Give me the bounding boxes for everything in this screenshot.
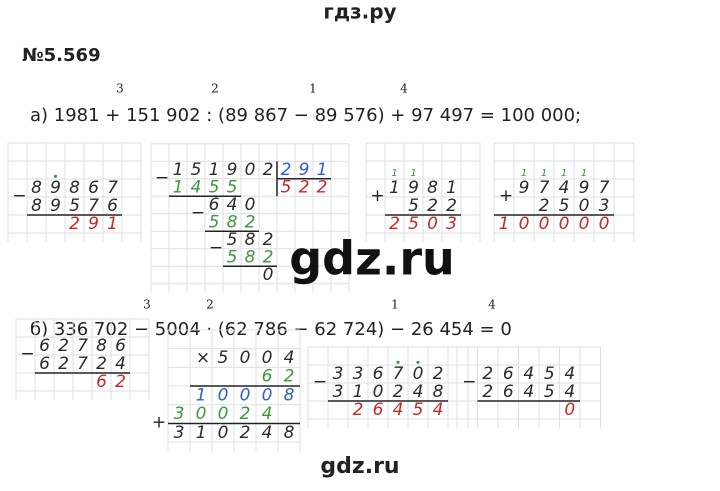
operation-sign: − bbox=[20, 344, 34, 364]
row-digits: 0 bbox=[263, 265, 274, 285]
row-digits: 0 bbox=[564, 400, 575, 420]
row-digits: 89576 bbox=[31, 196, 118, 216]
expression: а) 1981 + 151 902 : (89 867 − 89 576) + … bbox=[30, 105, 581, 126]
row-digits: 30024 bbox=[174, 404, 273, 424]
row-digits: 26454 bbox=[353, 400, 444, 420]
row-digits: 97497 bbox=[519, 178, 610, 198]
operation-sign: − bbox=[12, 186, 26, 206]
problem-number: №5.569 bbox=[22, 45, 101, 66]
row-digits: 62786 bbox=[39, 336, 126, 356]
operation-sign: − bbox=[209, 238, 223, 258]
operation-sign: + bbox=[499, 186, 513, 206]
site-header: гдз.ру bbox=[323, 0, 396, 24]
operation-sign: + bbox=[152, 413, 166, 433]
order-mark: 3 bbox=[143, 298, 151, 312]
watermark: gdz.ru bbox=[289, 232, 455, 286]
order-mark: 4 bbox=[400, 82, 408, 96]
order-mark: 1 bbox=[309, 82, 317, 96]
borrow-dot bbox=[416, 360, 420, 364]
order-mark: 2 bbox=[211, 82, 219, 96]
row-digits: 10008 bbox=[196, 385, 295, 405]
order-mark: 2 bbox=[206, 298, 214, 312]
operation-sign: × bbox=[196, 348, 210, 368]
operation-sign: − bbox=[191, 203, 205, 223]
order-mark: 4 bbox=[488, 298, 496, 312]
operation-sign: − bbox=[313, 372, 327, 392]
borrow-dot bbox=[396, 360, 400, 364]
row-digits: 522 bbox=[408, 196, 457, 216]
operation-sign: − bbox=[155, 168, 169, 188]
operation-sign: − bbox=[462, 372, 476, 392]
row-digits: 291 bbox=[69, 214, 118, 234]
borrow-dot bbox=[53, 174, 58, 178]
order-mark: 3 bbox=[116, 82, 124, 96]
operation-sign: + bbox=[370, 186, 384, 206]
row-digits: 62724 bbox=[39, 354, 126, 374]
order-mark: 1 bbox=[391, 298, 399, 312]
row-digits: 522 bbox=[281, 178, 328, 198]
row-digits: 89867 bbox=[31, 178, 118, 198]
row-digits: 26454 bbox=[482, 382, 575, 402]
footer: gdz.ru bbox=[320, 454, 399, 479]
row-digits: 26454 bbox=[482, 364, 575, 384]
